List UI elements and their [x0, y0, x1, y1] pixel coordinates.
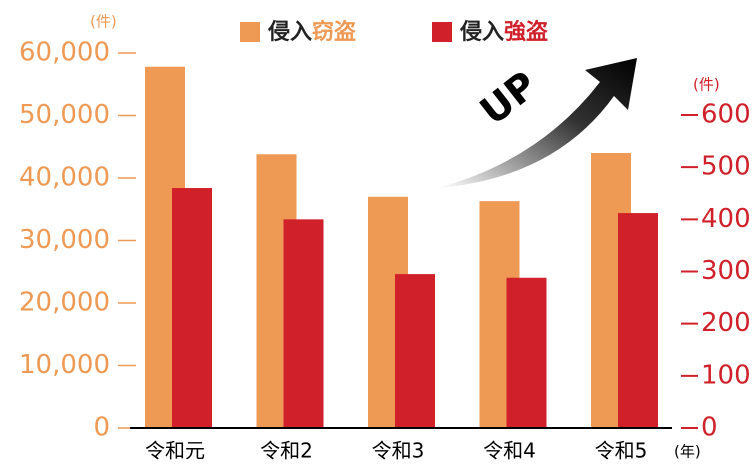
- x-tick-label: 令和3: [372, 439, 425, 463]
- y2-tick-label: 600: [701, 100, 751, 130]
- bar: [172, 188, 212, 428]
- y-unit: (件): [90, 13, 117, 31]
- y2-tick-label: 400: [701, 204, 751, 234]
- x-tick-label: 令和2: [260, 439, 313, 463]
- legend-label: 侵入強盗: [459, 19, 548, 45]
- y2-tick-label: 500: [701, 152, 751, 182]
- legend-swatch: [432, 22, 452, 42]
- y-tick-label: 60,000: [19, 38, 110, 68]
- up-arrow: [438, 58, 637, 188]
- y2-tick-label: 300: [701, 256, 751, 286]
- bar: [283, 219, 324, 428]
- bar: [506, 277, 547, 428]
- x-unit: (年): [674, 443, 701, 461]
- y-tick-label: 0: [93, 413, 110, 443]
- x-tick-label: 令和5: [595, 439, 648, 463]
- y2-tick-label: 0: [701, 413, 718, 443]
- y2-tick-label: 100: [701, 360, 751, 390]
- y2-unit: (件): [693, 76, 720, 94]
- y-tick-label: 10,000: [19, 350, 110, 380]
- y2-tick-label: 200: [701, 308, 751, 338]
- y-tick-label: 40,000: [19, 163, 110, 193]
- bar: [395, 274, 435, 428]
- x-tick-label: 令和元: [145, 439, 205, 463]
- bar: [618, 213, 658, 428]
- x-tick-label: 令和4: [483, 439, 536, 463]
- y-tick-label: 30,000: [19, 225, 110, 255]
- annotation: UP: [472, 63, 545, 134]
- legend-swatch: [240, 22, 260, 42]
- y-tick-label: 50,000: [19, 100, 110, 130]
- y-tick-label: 20,000: [19, 288, 110, 318]
- legend-label: 侵入窃盗: [267, 19, 356, 45]
